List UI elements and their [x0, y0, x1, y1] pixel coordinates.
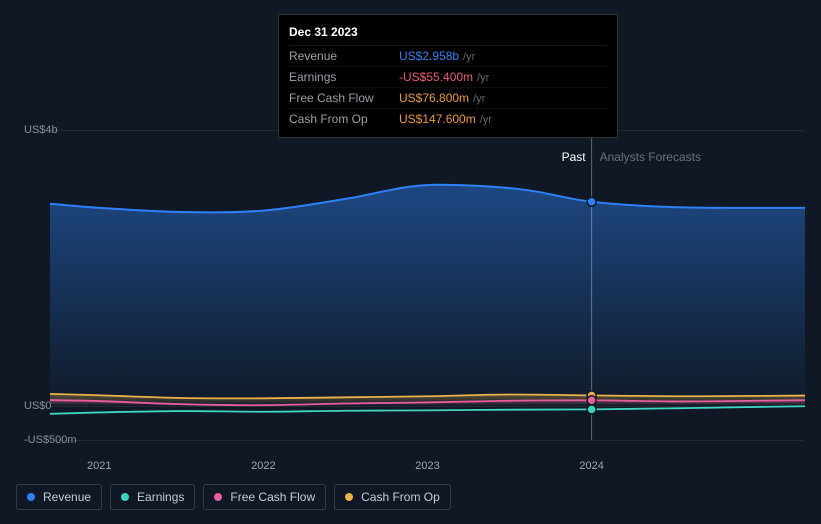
legend-dot-icon	[121, 493, 129, 501]
chart-tooltip: Dec 31 2023 Revenue US$2.958b /yr Earnin…	[278, 14, 618, 138]
x-tick-label: 2024	[579, 460, 603, 472]
tooltip-label: Revenue	[289, 49, 399, 63]
tooltip-value: US$76.800m	[399, 91, 469, 105]
tooltip-unit: /yr	[473, 93, 485, 105]
tooltip-value: US$147.600m	[399, 112, 476, 126]
tooltip-unit: /yr	[480, 114, 492, 126]
tooltip-label: Earnings	[289, 70, 399, 84]
legend-dot-icon	[214, 493, 222, 501]
legend-label: Free Cash Flow	[230, 490, 315, 504]
tooltip-row-cfo: Cash From Op US$147.600m /yr	[289, 109, 607, 129]
cursor-marker-revenue	[587, 197, 596, 206]
tooltip-label: Cash From Op	[289, 112, 399, 126]
legend: Revenue Earnings Free Cash Flow Cash Fro…	[16, 484, 451, 510]
tooltip-unit: /yr	[477, 72, 489, 84]
x-tick-label: 2022	[251, 460, 275, 472]
cursor-marker-free_cash_flow	[587, 396, 596, 405]
financials-chart: Dec 31 2023 Revenue US$2.958b /yr Earnin…	[16, 0, 805, 524]
x-tick-label: 2021	[87, 460, 111, 472]
tooltip-label: Free Cash Flow	[289, 91, 399, 105]
tooltip-value: -US$55.400m	[399, 70, 473, 84]
tooltip-date: Dec 31 2023	[289, 21, 607, 46]
legend-item-earnings[interactable]: Earnings	[110, 484, 195, 510]
legend-label: Cash From Op	[361, 490, 440, 504]
cursor-marker-earnings	[587, 405, 596, 414]
tooltip-row-fcf: Free Cash Flow US$76.800m /yr	[289, 88, 607, 109]
tooltip-unit: /yr	[463, 51, 475, 63]
tooltip-row-earnings: Earnings -US$55.400m /yr	[289, 67, 607, 88]
series-area-revenue	[50, 185, 805, 406]
legend-dot-icon	[27, 493, 35, 501]
legend-dot-icon	[345, 493, 353, 501]
x-tick-label: 2023	[415, 460, 439, 472]
legend-item-cfo[interactable]: Cash From Op	[334, 484, 451, 510]
legend-item-revenue[interactable]: Revenue	[16, 484, 102, 510]
tooltip-value: US$2.958b	[399, 49, 459, 63]
series-line-earnings	[50, 406, 805, 414]
tooltip-row-revenue: Revenue US$2.958b /yr	[289, 46, 607, 67]
legend-label: Revenue	[43, 490, 91, 504]
legend-item-fcf[interactable]: Free Cash Flow	[203, 484, 326, 510]
legend-label: Earnings	[137, 490, 184, 504]
